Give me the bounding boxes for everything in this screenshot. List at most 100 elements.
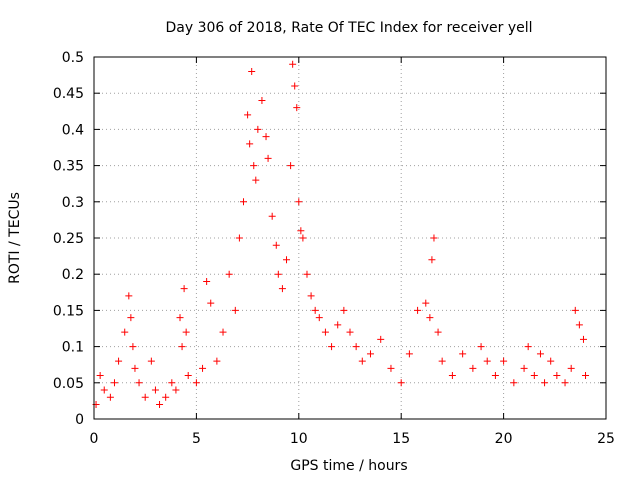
- data-point: [297, 227, 305, 235]
- y-tick-label: 0.1: [62, 340, 84, 356]
- y-tick-label: 0.5: [62, 50, 84, 66]
- x-axis-label: GPS time / hours: [290, 458, 407, 474]
- data-point: [274, 270, 282, 278]
- data-point: [524, 343, 532, 351]
- y-tick-label: 0: [75, 412, 84, 428]
- axis-ticks: [93, 56, 607, 420]
- data-point: [579, 335, 587, 343]
- y-tick-label: 0.35: [53, 159, 84, 175]
- data-point: [352, 343, 360, 351]
- data-point: [254, 125, 262, 133]
- data-point: [307, 292, 315, 300]
- data-point: [182, 328, 190, 336]
- data-point: [547, 357, 555, 365]
- data-point: [469, 364, 477, 372]
- data-point: [321, 328, 329, 336]
- data-point: [358, 357, 366, 365]
- data-point: [520, 364, 528, 372]
- data-point: [295, 198, 303, 206]
- y-tick-label: 0.15: [53, 303, 84, 319]
- data-point: [258, 96, 266, 104]
- data-point: [405, 350, 413, 358]
- grid-lines: [94, 57, 606, 419]
- data-point: [426, 314, 434, 322]
- data-point: [172, 386, 180, 394]
- data-point: [176, 314, 184, 322]
- data-point: [491, 372, 499, 380]
- data-point: [262, 133, 270, 141]
- data-point: [178, 343, 186, 351]
- data-point: [283, 256, 291, 264]
- x-tick-label: 10: [290, 431, 308, 447]
- data-point: [192, 379, 200, 387]
- data-point: [328, 343, 336, 351]
- data-point: [414, 306, 422, 314]
- data-point: [264, 154, 272, 162]
- data-point: [541, 379, 549, 387]
- data-point: [575, 321, 583, 329]
- data-points: [92, 60, 590, 409]
- data-point: [553, 372, 561, 380]
- data-point: [219, 328, 227, 336]
- data-point: [100, 386, 108, 394]
- x-tick-label: 20: [495, 431, 513, 447]
- data-point: [299, 234, 307, 242]
- data-point: [231, 306, 239, 314]
- data-point: [115, 357, 123, 365]
- data-point: [334, 321, 342, 329]
- data-point: [207, 299, 215, 307]
- data-point: [366, 350, 374, 358]
- data-point: [252, 176, 260, 184]
- data-point: [246, 140, 254, 148]
- y-tick-label: 0.45: [53, 86, 84, 102]
- data-point: [346, 328, 354, 336]
- chart-title: Day 306 of 2018, Rate Of TEC Index for r…: [165, 20, 532, 36]
- y-tick-label: 0.3: [62, 195, 84, 211]
- data-point: [168, 379, 176, 387]
- data-point: [141, 393, 149, 401]
- x-tick-label: 5: [192, 431, 201, 447]
- data-point: [459, 350, 467, 358]
- data-point: [340, 306, 348, 314]
- data-point: [240, 198, 248, 206]
- data-point: [268, 212, 276, 220]
- data-point: [500, 357, 508, 365]
- data-point: [248, 67, 256, 75]
- data-point: [184, 372, 192, 380]
- x-tick-label: 25: [597, 431, 615, 447]
- data-point: [135, 379, 143, 387]
- data-point: [567, 364, 575, 372]
- data-point: [162, 393, 170, 401]
- x-tick-labels: 0 5 10 15 20 25: [90, 431, 615, 447]
- data-point: [121, 328, 129, 336]
- data-point: [272, 241, 280, 249]
- data-point: [131, 364, 139, 372]
- y-tick-labels: 0 0.05 0.1 0.15 0.2 0.25 0.3 0.35 0.4 0.45 0.5: [53, 50, 84, 428]
- data-point: [213, 357, 221, 365]
- data-point: [397, 379, 405, 387]
- data-point: [244, 111, 252, 119]
- data-point: [199, 364, 207, 372]
- data-point: [510, 379, 518, 387]
- data-point: [180, 285, 188, 293]
- data-point: [125, 292, 133, 300]
- y-tick-label: 0.4: [62, 122, 84, 138]
- data-point: [278, 285, 286, 293]
- x-tick-label: 0: [90, 431, 99, 447]
- data-point: [287, 162, 295, 170]
- y-axis-label: ROTI / TECUs: [7, 192, 23, 284]
- data-point: [483, 357, 491, 365]
- data-point: [438, 357, 446, 365]
- data-point: [151, 386, 159, 394]
- data-point: [477, 343, 485, 351]
- data-point: [387, 364, 395, 372]
- data-point: [156, 401, 164, 409]
- data-point: [293, 104, 301, 112]
- data-point: [291, 82, 299, 90]
- data-point: [582, 372, 590, 380]
- data-point: [561, 379, 569, 387]
- data-point: [448, 372, 456, 380]
- data-point: [422, 299, 430, 307]
- data-point: [203, 277, 211, 285]
